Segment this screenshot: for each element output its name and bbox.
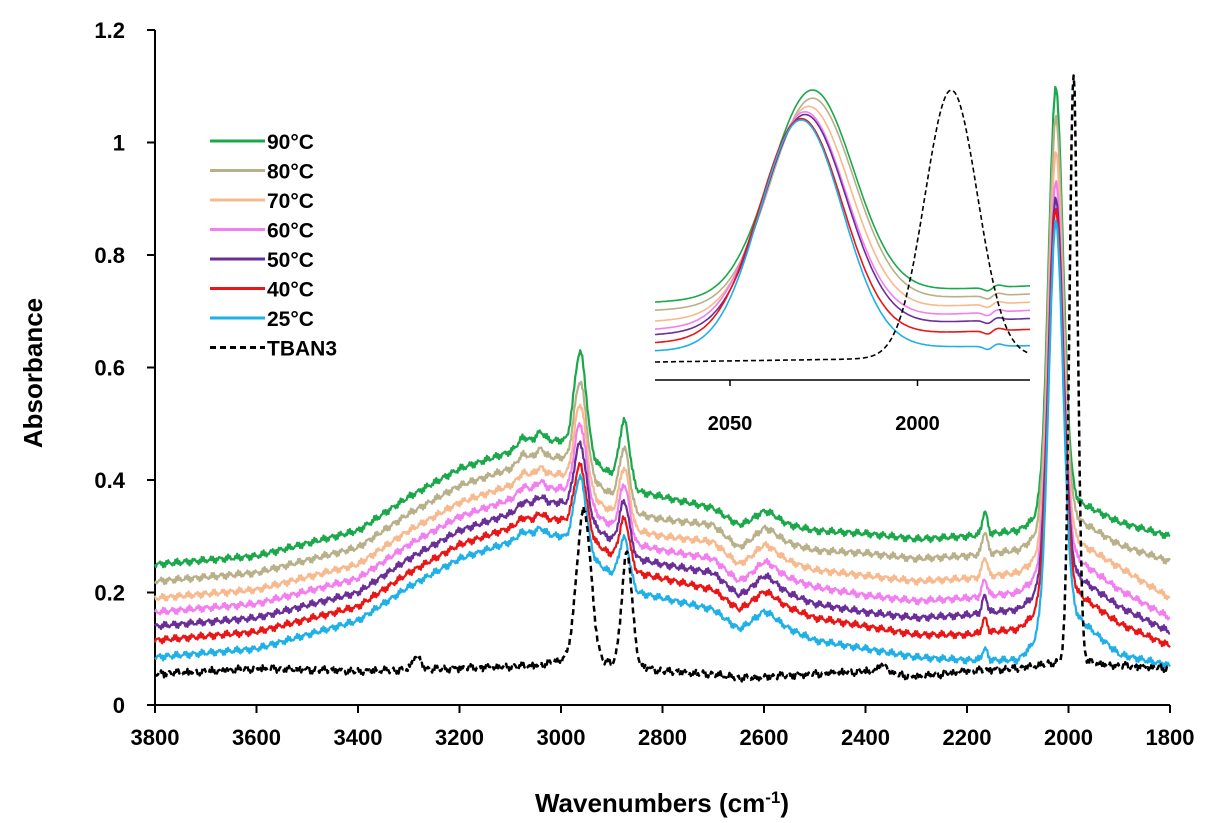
legend-label-2: 80°C bbox=[267, 161, 314, 184]
series-line-3 bbox=[153, 151, 1171, 602]
x-tick-label: 2600 bbox=[740, 725, 789, 750]
y-tick-label: 0 bbox=[113, 693, 125, 718]
inset-series-line-4 bbox=[654, 110, 1031, 330]
x-axis-title-main: Wavenumbers bbox=[535, 788, 712, 818]
x-tick-label: 3600 bbox=[232, 725, 281, 750]
inset-x-tick-label: 2050 bbox=[708, 413, 753, 435]
inset-series-line-8 bbox=[655, 89, 1031, 363]
y-tick-label: 0.6 bbox=[94, 356, 125, 381]
legend-label-1: 90°C bbox=[267, 131, 314, 154]
y-tick-label: 0.2 bbox=[94, 581, 125, 606]
inset-series-line-7 bbox=[654, 119, 1030, 352]
series-line-1 bbox=[153, 85, 1171, 569]
x-axis-title-unit-close: ) bbox=[780, 788, 789, 818]
x-tick-label: 2200 bbox=[943, 725, 992, 750]
legend-label-3: 70°C bbox=[267, 190, 314, 213]
series-line-5 bbox=[154, 196, 1171, 635]
y-tick-label: 1 bbox=[113, 131, 125, 156]
y-tick-label: 1.2 bbox=[94, 18, 125, 43]
inset-chart: 2050 2000 bbox=[654, 89, 1031, 435]
x-axis-title: Wavenumbers (cm-1) bbox=[535, 788, 789, 819]
y-tick-label: 0.8 bbox=[94, 243, 125, 268]
x-tick-label: 3400 bbox=[334, 725, 383, 750]
inset-series-line-2 bbox=[654, 97, 1031, 311]
inset-series-line-3 bbox=[654, 105, 1031, 322]
x-axis-title-unit-sup: -1 bbox=[765, 788, 780, 807]
x-tick-label: 3800 bbox=[131, 725, 180, 750]
series-line-2 bbox=[154, 114, 1171, 586]
legend-label-4: 60°C bbox=[267, 220, 314, 243]
series-line-4 bbox=[153, 180, 1171, 621]
legend-label-5: 50°C bbox=[267, 249, 314, 272]
x-tick-label: 3200 bbox=[435, 725, 484, 750]
legend-label-8: TBAN3 bbox=[267, 338, 337, 361]
inset-x-tick-label: 2000 bbox=[895, 413, 940, 435]
x-tick-label: 2800 bbox=[638, 725, 687, 750]
legend-label-7: 25°C bbox=[267, 308, 314, 331]
inset-series-line-6 bbox=[654, 117, 1030, 344]
y-axis-title: Absorbance bbox=[18, 298, 48, 448]
inset-series-line-5 bbox=[654, 113, 1031, 336]
x-axis-title-unit: (cm bbox=[719, 788, 765, 818]
x-tick-label: 2000 bbox=[1044, 725, 1093, 750]
x-tick-label: 2400 bbox=[841, 725, 890, 750]
series-line-7 bbox=[154, 219, 1171, 670]
main-series-group bbox=[153, 74, 1171, 683]
legend: 90°C 80°C 70°C 60°C 50°C 40°C 25°C TBAN3 bbox=[210, 131, 337, 361]
series-line-8 bbox=[153, 74, 1171, 683]
series-line-6 bbox=[153, 207, 1171, 649]
main-axes: 3800 3600 3400 3200 3000 2800 2600 2400 2200 2000… bbox=[94, 18, 1194, 750]
x-tick-label: 3000 bbox=[537, 725, 586, 750]
x-tick-label: 1800 bbox=[1146, 725, 1195, 750]
inset-series-line-1 bbox=[654, 89, 1031, 303]
y-tick-label: 0.4 bbox=[94, 468, 125, 493]
legend-label-6: 40°C bbox=[267, 279, 314, 302]
